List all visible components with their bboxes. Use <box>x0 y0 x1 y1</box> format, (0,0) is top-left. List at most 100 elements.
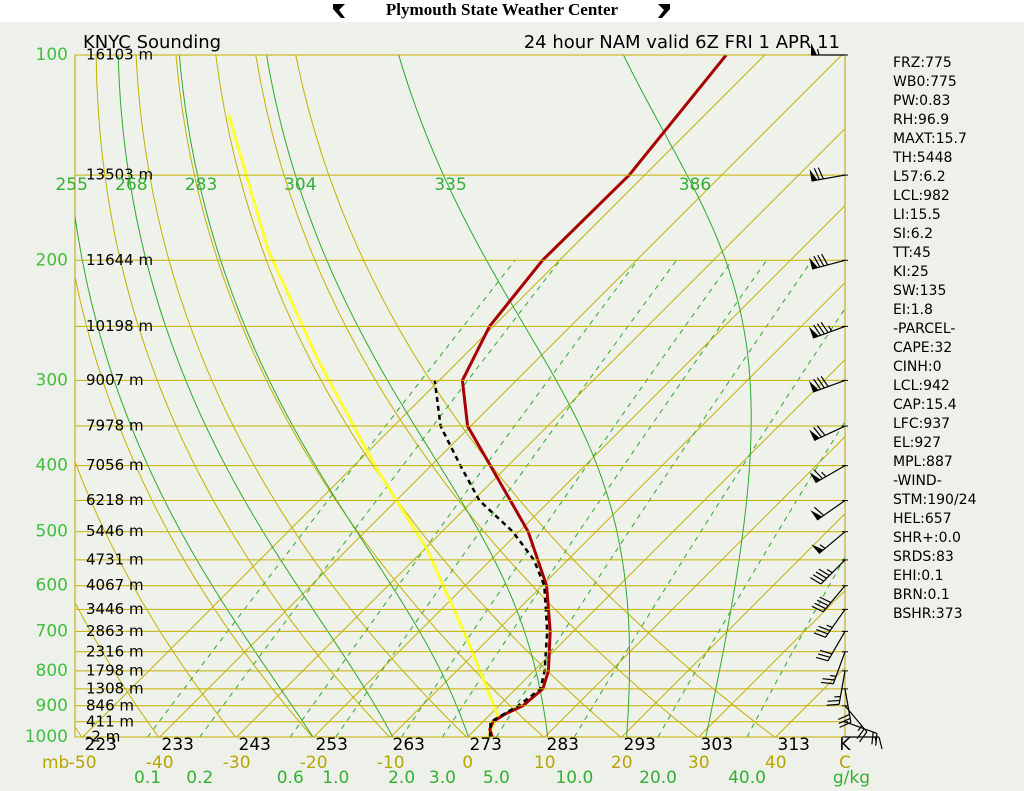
y-tick-label: 400 <box>36 456 68 476</box>
barb-full <box>816 628 829 635</box>
isotherm <box>82 55 766 737</box>
barb-half <box>826 568 833 574</box>
index-entry: WB0:775 <box>893 74 957 90</box>
mixing-ratio-line <box>495 260 813 737</box>
barb-full <box>871 732 874 745</box>
index-entry: MAXT:15.7 <box>893 131 967 147</box>
barb-full <box>813 427 822 438</box>
y-tick-label: 900 <box>36 696 68 716</box>
chart-title: KNYC Sounding <box>83 32 221 53</box>
theta-label: 303 <box>701 735 733 755</box>
barb-full <box>816 599 829 607</box>
wind-barb <box>811 43 848 56</box>
wind-barb <box>809 465 848 484</box>
barb-full <box>818 625 831 632</box>
wind-barb <box>809 167 848 182</box>
theta-label: 243 <box>239 735 271 755</box>
height-label: 7978 m <box>86 417 144 435</box>
barb-full <box>819 596 832 604</box>
isotherm <box>313 204 845 737</box>
barb-full <box>813 255 821 268</box>
theta-unit: K <box>839 735 851 755</box>
x-tick-label: -20 <box>300 753 328 773</box>
barb-staff <box>825 609 846 638</box>
index-entry: CAPE:32 <box>893 340 952 356</box>
x-tick-label: 30 <box>688 753 710 773</box>
barb-half <box>816 48 820 56</box>
barb-flag <box>809 429 820 441</box>
wind-barb <box>842 736 883 750</box>
index-entry: CINH:0 <box>893 359 942 375</box>
barb-half <box>827 325 833 332</box>
index-entry: BRN:0.1 <box>893 587 950 603</box>
theta-label: 253 <box>316 735 348 755</box>
mixing-label: 40.0 <box>728 768 766 788</box>
wind-barb <box>809 425 848 441</box>
barb-full <box>821 253 829 266</box>
index-entry: SRDS:83 <box>893 549 954 565</box>
mixing-label: 0.1 <box>134 768 161 788</box>
x-tick-label: 40 <box>765 753 787 773</box>
barb-flag <box>809 257 818 270</box>
index-entry: STM:190/24 <box>893 492 977 508</box>
index-entry: RH:96.9 <box>893 112 949 128</box>
barb-full <box>816 377 825 389</box>
barb-full <box>821 681 834 685</box>
mixing-label: 3.0 <box>429 768 456 788</box>
index-entry: TH:5448 <box>892 150 952 166</box>
height-label: 11644 m <box>86 251 153 269</box>
x-tick-label: 20 <box>611 753 633 773</box>
y-tick-label: 100 <box>36 45 68 65</box>
barb-full <box>812 574 825 582</box>
barb-full <box>811 605 824 613</box>
barb-full <box>826 703 840 706</box>
barb-full <box>813 469 823 480</box>
height-label: 846 m <box>86 696 134 714</box>
theta-label: 313 <box>778 735 810 755</box>
theta-label: 283 <box>547 735 579 755</box>
barb-full <box>815 656 829 662</box>
index-entry: SI:6.2 <box>893 226 933 242</box>
barb-full <box>818 568 830 576</box>
mixing-label: 10.0 <box>555 768 593 788</box>
barb-staff <box>827 631 846 662</box>
mixing-unit: g/kg <box>833 768 870 788</box>
x-tick-label: -40 <box>146 753 174 773</box>
barb-half <box>874 736 878 744</box>
barb-full <box>813 324 822 336</box>
barb-half <box>819 544 826 549</box>
mixing-ratio-line <box>199 259 561 737</box>
index-entry: SHR+:0.0 <box>893 530 961 546</box>
height-label: 6218 m <box>86 491 144 509</box>
barb-full <box>813 378 822 390</box>
index-entry: TT:45 <box>892 245 931 261</box>
wind-barb <box>821 651 848 685</box>
barb-staff <box>813 425 846 441</box>
page-title: Plymouth State Weather Center <box>386 0 619 19</box>
index-entry: HEL:657 <box>893 511 952 527</box>
barb-flag <box>808 326 819 339</box>
y-tick-label: 600 <box>36 576 68 596</box>
index-entry: -PARCEL- <box>893 321 955 337</box>
wind-barb <box>842 721 878 746</box>
barb-full <box>814 602 826 610</box>
height-label: 1308 m <box>86 679 144 697</box>
barb-full <box>816 425 826 436</box>
theta-e-label: 304 <box>284 175 316 195</box>
index-entry: LFC:937 <box>893 416 950 432</box>
index-entry: LCL:942 <box>893 378 950 394</box>
barb-full <box>820 321 829 333</box>
barb-full <box>875 733 878 746</box>
wind-barb <box>808 375 848 393</box>
barb-full <box>813 632 826 638</box>
mixing-label: 1.0 <box>322 768 349 788</box>
mixing-ratio-line <box>573 307 845 737</box>
height-label: 9007 m <box>86 371 144 389</box>
barb-full <box>813 168 820 180</box>
height-label: 10198 m <box>86 317 153 335</box>
barb-staff <box>844 705 868 733</box>
wind-barb <box>811 585 848 613</box>
height-label: 2316 m <box>86 642 144 660</box>
height-label: 4731 m <box>86 550 144 568</box>
